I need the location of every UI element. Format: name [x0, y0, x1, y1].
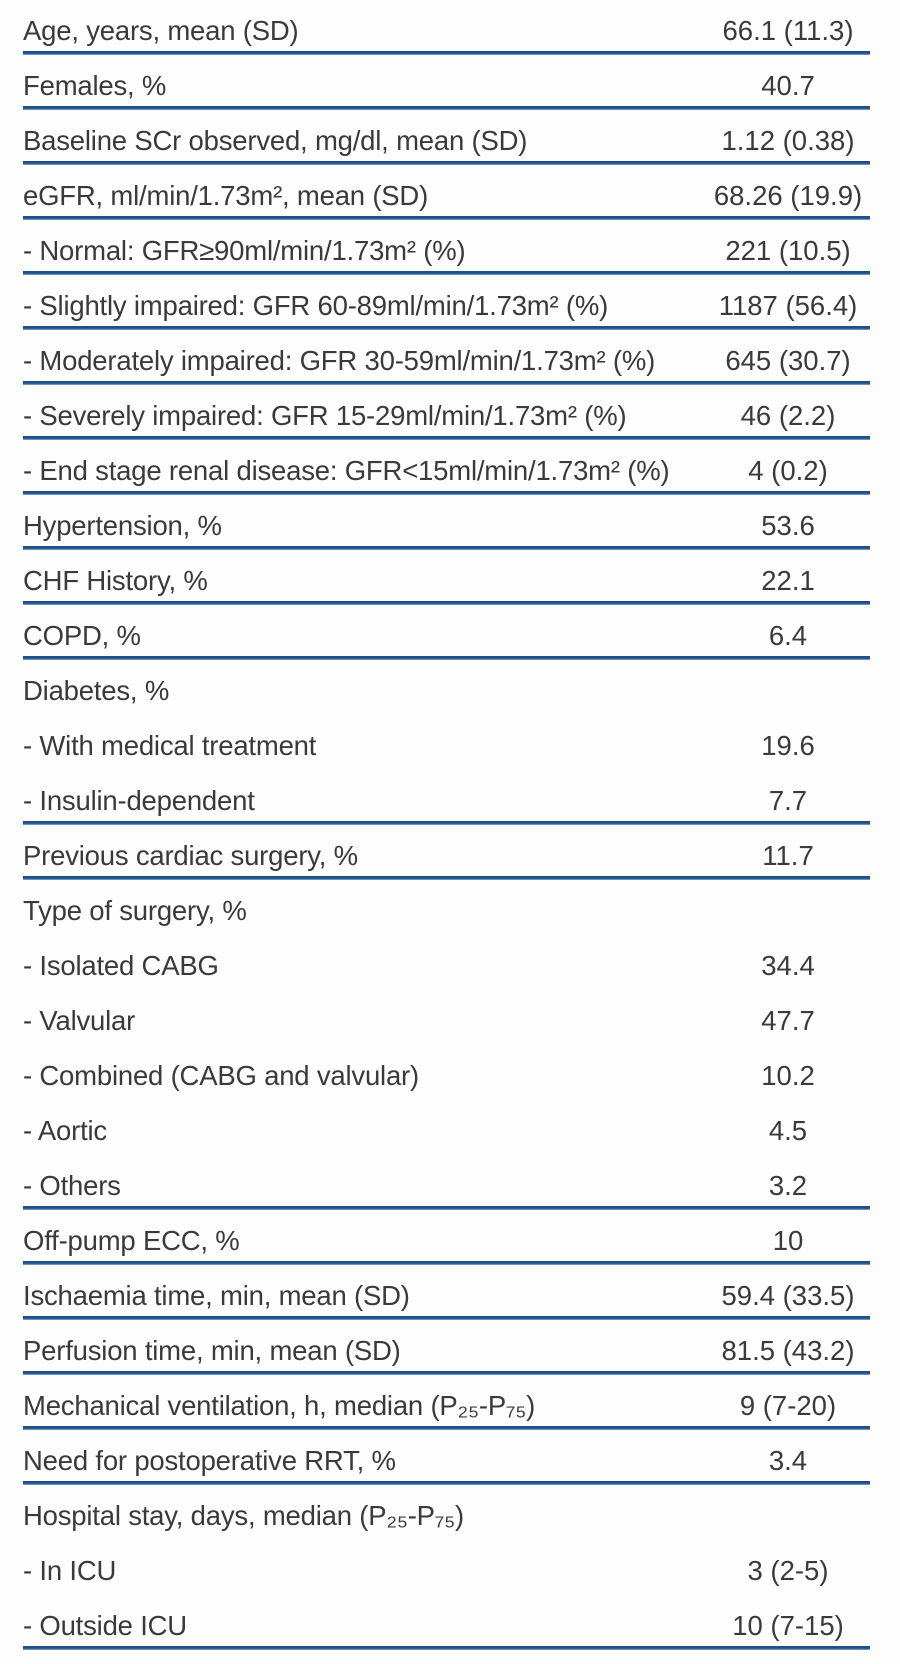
row-label: - Valvular — [23, 1005, 136, 1036]
row-label: - Outside ICU — [23, 1610, 187, 1641]
row-value: 7.7 — [768, 785, 808, 816]
row-value: 68.26 (19.9) — [713, 180, 863, 211]
row-value: 53.6 — [761, 510, 815, 541]
table-row: - In ICU 3 (2-5) — [23, 1540, 870, 1595]
table-row: Ischaemia time, min, mean (SD) 59.4 (33.… — [23, 1265, 870, 1320]
table-row: Baseline SCr observed, mg/dl, mean (SD) … — [23, 110, 870, 165]
table-row: - Isolated CABG 34.4 — [23, 935, 870, 990]
row-label: Hospital stay, days, median (P₂₅-P₇₅) — [23, 1500, 464, 1531]
table-row: Hypertension, % 53.6 — [23, 495, 870, 550]
row-label: CHF History, % — [23, 565, 208, 596]
table-row: - End stage renal disease: GFR<15ml/min/… — [23, 440, 870, 495]
row-label: Mechanical ventilation, h, median (P₂₅-P… — [23, 1390, 536, 1421]
row-label: - With medical treatment — [23, 730, 317, 761]
row-label: - Normal: GFR≥90ml/min/1.73m² (%) — [23, 235, 466, 266]
row-label: COPD, % — [23, 620, 141, 651]
row-label: - In ICU — [23, 1555, 117, 1586]
row-value: 3 (2-5) — [747, 1555, 829, 1586]
row-label: Baseline SCr observed, mg/dl, mean (SD) — [23, 125, 528, 156]
table-row: - Valvular 47.7 — [23, 990, 870, 1045]
table-row: - With medical treatment 19.6 — [23, 715, 870, 770]
row-label: Age, years, mean (SD) — [23, 15, 299, 46]
table-row: Type of surgery, % — [23, 880, 870, 935]
row-value: 59.4 (33.5) — [721, 1280, 855, 1311]
row-value: 4.5 — [768, 1115, 808, 1146]
row-label: - Insulin-dependent — [23, 785, 255, 816]
row-label: - Others — [23, 1170, 121, 1201]
row-label: Type of surgery, % — [23, 895, 247, 926]
table-row: Diabetes, % — [23, 660, 870, 715]
row-value: 22.1 — [761, 565, 815, 596]
row-value: 4 (0.2) — [748, 455, 828, 486]
row-label: Hypertension, % — [23, 510, 222, 541]
table-row: Perfusion time, min, mean (SD) 81.5 (43.… — [23, 1320, 870, 1375]
row-label: - Aortic — [23, 1115, 107, 1146]
row-value: 19.6 — [761, 730, 815, 761]
table-row: - Insulin-dependent 7.7 — [23, 770, 870, 825]
table-row: - Others 3.2 — [23, 1155, 870, 1210]
row-value: 221 (10.5) — [725, 235, 851, 266]
table-row: - Outside ICU 10 (7-15) — [23, 1595, 870, 1650]
row-value: 1.12 (0.38) — [721, 125, 855, 156]
table-row: - Aortic 4.5 — [23, 1100, 870, 1155]
table-row: - Slightly impaired: GFR 60-89ml/min/1.7… — [23, 275, 870, 330]
row-value: 645 (30.7) — [725, 345, 851, 376]
row-label: - Combined (CABG and valvular) — [23, 1060, 419, 1091]
row-value: 3.4 — [768, 1445, 808, 1476]
row-value: 9 (7-20) — [739, 1390, 837, 1421]
row-value: 3.2 — [768, 1170, 808, 1201]
row-value: 10 — [772, 1225, 804, 1256]
table-row: - Normal: GFR≥90ml/min/1.73m² (%) 221 (1… — [23, 220, 870, 275]
row-label: Perfusion time, min, mean (SD) — [23, 1335, 401, 1366]
row-label: eGFR, ml/min/1.73m², mean (SD) — [23, 180, 429, 211]
row-value: 34.4 — [761, 950, 815, 981]
row-label: Previous cardiac surgery, % — [23, 840, 358, 871]
row-label: - Isolated CABG — [23, 950, 219, 981]
row-value: 47.7 — [761, 1005, 815, 1036]
table-row: Females, % 40.7 — [23, 55, 870, 110]
row-label: - Severely impaired: GFR 15-29ml/min/1.7… — [23, 400, 627, 431]
row-value: 11.7 — [762, 840, 814, 871]
row-label: - End stage renal disease: GFR<15ml/min/… — [23, 455, 670, 486]
table-row: COPD, % 6.4 — [23, 605, 870, 660]
row-label: Ischaemia time, min, mean (SD) — [23, 1280, 410, 1311]
row-value: 10.2 — [761, 1060, 815, 1091]
table-row: Hospital stay, days, median (P₂₅-P₇₅) — [23, 1485, 870, 1540]
table-row: CHF History, % 22.1 — [23, 550, 870, 605]
table-row: Age, years, mean (SD) 66.1 (11.3) — [23, 0, 870, 55]
table-row: Off-pump ECC, % 10 — [23, 1210, 870, 1265]
table-row: Previous cardiac surgery, % 11.7 — [23, 825, 870, 880]
table-row: Mechanical ventilation, h, median (P₂₅-P… — [23, 1375, 870, 1430]
row-value: 1187 (56.4) — [718, 290, 858, 321]
row-value: 40.7 — [761, 70, 815, 101]
row-value: 66.1 (11.3) — [722, 15, 854, 46]
row-value: 81.5 (43.2) — [721, 1335, 855, 1366]
row-value: 6.4 — [768, 620, 808, 651]
row-label: - Moderately impaired: GFR 30-59ml/min/1… — [23, 345, 656, 376]
row-value: 46 (2.2) — [740, 400, 836, 431]
row-label: Females, % — [23, 70, 167, 101]
row-label: Off-pump ECC, % — [23, 1225, 240, 1256]
row-label: Need for postoperative RRT, % — [23, 1445, 396, 1476]
table-row: - Combined (CABG and valvular) 10.2 — [23, 1045, 870, 1100]
row-label: - Slightly impaired: GFR 60-89ml/min/1.7… — [23, 290, 609, 321]
table-row: - Severely impaired: GFR 15-29ml/min/1.7… — [23, 385, 870, 440]
table-row: eGFR, ml/min/1.73m², mean (SD) 68.26 (19… — [23, 165, 870, 220]
table-row: Need for postoperative RRT, % 3.4 — [23, 1430, 870, 1485]
table-row: - Moderately impaired: GFR 30-59ml/min/1… — [23, 330, 870, 385]
row-value: 10 (7-15) — [732, 1610, 844, 1641]
row-label: Diabetes, % — [23, 675, 170, 706]
